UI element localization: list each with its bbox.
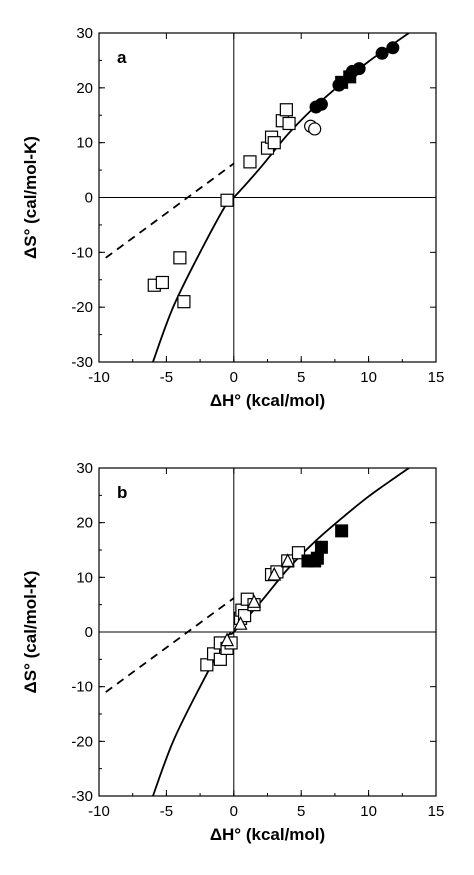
y-tick-label: 10	[76, 135, 93, 152]
filled-square-point	[310, 551, 324, 565]
y-tick-label: -30	[71, 788, 93, 805]
plot-area	[105, 468, 410, 796]
plot-area	[105, 33, 410, 362]
y-tick-label: 10	[76, 569, 93, 586]
dashed-extrapolation-line	[105, 597, 235, 693]
open-square-point	[155, 275, 169, 290]
y-tick-label: 0	[85, 190, 93, 207]
filled-square-point	[335, 524, 349, 538]
open-square-point	[243, 155, 257, 169]
fit-curve	[152, 33, 410, 362]
x-tick-label: 15	[428, 369, 445, 386]
open-square-point	[282, 116, 296, 131]
x-tick-label: 10	[360, 803, 377, 820]
open-circle-point	[308, 122, 322, 136]
y-axis-label: ΔS° (cal/mol-K)	[21, 571, 40, 694]
filled-circle-point	[375, 46, 389, 60]
x-tick-label: -5	[160, 803, 173, 820]
x-tick-label: -5	[160, 369, 173, 386]
open-triangle-point	[247, 594, 261, 608]
x-tick-label: 5	[297, 369, 305, 386]
x-tick-label: 0	[230, 803, 238, 820]
open-triangle-point	[220, 632, 235, 647]
filled-circle-point	[314, 97, 328, 111]
y-tick-label: 30	[76, 25, 93, 42]
open-triangle-point	[233, 616, 248, 630]
open-square-point	[177, 295, 191, 309]
open-triangle-point	[267, 566, 282, 581]
open-square-point	[173, 251, 187, 265]
x-tick-label: -10	[88, 803, 110, 820]
filled-square-point	[343, 70, 357, 84]
x-tick-label: 15	[428, 803, 445, 820]
open-square-point	[267, 136, 281, 150]
filled-square-point	[314, 540, 328, 554]
x-axis-label: ΔH° (kcal/mol)	[210, 825, 325, 844]
x-tick-label: 5	[297, 803, 305, 820]
x-tick-label: 0	[230, 369, 238, 386]
panel-b: -10 -5 0 5 10 15 30 20 10 0 -10 -20 -30 ΔH° (kcal/mol…	[21, 460, 444, 844]
y-tick-label: 20	[76, 80, 93, 97]
x-axis-label: ΔH° (kcal/mol)	[210, 391, 325, 410]
y-axis-label: ΔS° (cal/mol-K)	[21, 136, 40, 259]
y-tick-label: -10	[71, 679, 93, 696]
open-square-point	[279, 103, 293, 117]
y-tick-label: 0	[85, 624, 93, 641]
filled-circle-point	[386, 41, 400, 55]
dashed-extrapolation-line	[105, 162, 235, 259]
y-tick-label: -30	[71, 354, 93, 371]
panel-a: -10 -5 0 5 10 15 30 20 10 0 -10 -20 -30 ΔH° (kcal/mol…	[21, 25, 444, 410]
open-square-point	[200, 658, 214, 672]
open-triangle-point	[280, 553, 295, 567]
x-tick-label: 10	[360, 369, 377, 386]
open-square-point	[220, 193, 234, 207]
open-square-point	[213, 652, 227, 666]
fit-curve	[152, 468, 410, 796]
x-tick-label: -10	[88, 369, 110, 386]
y-tick-label: 30	[76, 460, 93, 477]
y-tick-label: -20	[71, 733, 93, 750]
y-tick-label: -10	[71, 244, 93, 261]
panel-label: b	[117, 483, 127, 502]
y-tick-label: -20	[71, 299, 93, 316]
panel-label: a	[117, 48, 127, 67]
y-tick-label: 20	[76, 515, 93, 532]
